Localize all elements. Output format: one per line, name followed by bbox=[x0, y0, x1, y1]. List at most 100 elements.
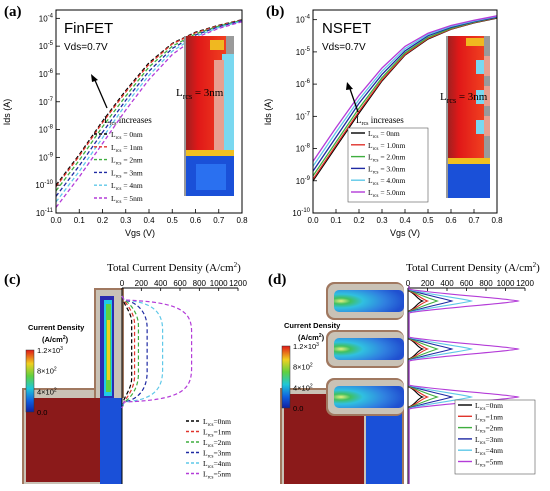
panel-c-colorbar bbox=[25, 349, 35, 413]
panel-c-legend-entry: Lrcs=0nm bbox=[203, 417, 231, 428]
panel-a-series-2 bbox=[55, 19, 243, 192]
panel-c-series-5 bbox=[121, 295, 193, 409]
panel-d-colorbar bbox=[281, 345, 291, 409]
panel-a-xtick-label: 0.4 bbox=[143, 216, 155, 225]
panel-c-xtick-label: 1000 bbox=[210, 279, 228, 288]
panel-c-colorbar-tick: 8×102 bbox=[37, 367, 57, 376]
panel-b-plot-area bbox=[312, 15, 498, 182]
panel-b-xtick-label: 0.0 bbox=[307, 216, 319, 225]
panel-c-legend: Lrcs=0nmLrcs=1nmLrcs=2nmLrcs=3nmLrcs=4nm… bbox=[186, 417, 231, 481]
panel-c-colorbar-tick: 4×102 bbox=[37, 387, 57, 396]
panel-d-colorbar-tick: 1.2×103 bbox=[293, 342, 319, 351]
panel-b-ytick-label: 10-8 bbox=[296, 144, 311, 154]
panel-a-ylabel: Ids (A) bbox=[2, 99, 12, 126]
panel-b-y-ticks: 10-4 10-5 10-6 10-7 10-8 10-9 10-10 bbox=[292, 15, 317, 218]
panel-d-sheet-2 bbox=[326, 330, 404, 368]
panel-c-series-1 bbox=[121, 295, 136, 409]
panel-a-legend-entry: Lrcs = 0nm bbox=[111, 130, 143, 141]
panel-b-legend-entry: Lrcs = 1.0nm bbox=[368, 141, 406, 152]
panel-c-xtick-label: 800 bbox=[193, 279, 207, 288]
panel-a-series-0 bbox=[55, 19, 243, 186]
panel-a-lrcs-annotation: Lrcs = 3nm bbox=[176, 87, 224, 101]
panel-b-ytick-label: 10-10 bbox=[292, 208, 310, 218]
panel-b-x-ticks: 0.0 0.1 0.2 0.3 0.4 0.5 0.6 0.7 0.8 bbox=[307, 209, 503, 225]
panel-a-ytick-label: 10-9 bbox=[39, 152, 54, 162]
panel-b-vds: Vds=0.7V bbox=[322, 42, 366, 53]
panel-c-colorbar-title: Current Density bbox=[28, 323, 85, 332]
panel-b-label: (b) bbox=[266, 4, 284, 20]
panel-a-x-ticks: 0.0 0.1 0.2 0.3 0.4 0.5 0.6 0.7 0.8 bbox=[50, 209, 248, 225]
panel-a-ytick-label: 10-6 bbox=[39, 69, 54, 79]
panel-d-series-2 bbox=[408, 286, 439, 484]
panel-d-xtick-label: 600 bbox=[460, 279, 474, 288]
panel-b-ytick-label: 10-4 bbox=[296, 15, 311, 25]
panel-d-xtick-label: 200 bbox=[421, 279, 435, 288]
panel-a-arrow-label: Lrcs increases bbox=[104, 115, 152, 127]
panel-a-label: (a) bbox=[4, 4, 22, 20]
panel-b-xtick-label: 0.6 bbox=[445, 216, 457, 225]
panel-d-legend: Lrcs=0nmLrcs=1nmLrcs=2nmLrcs=3nmLrcs=4nm… bbox=[454, 399, 536, 475]
panel-b-title: NSFET bbox=[322, 20, 371, 37]
panel-b-legend-box bbox=[347, 127, 429, 203]
panel-c-label: (c) bbox=[4, 272, 21, 288]
panel-c-series-3 bbox=[121, 295, 148, 409]
panel-c-xtick-label: 600 bbox=[173, 279, 187, 288]
panel-c-axis: 0 200 400 600 800 1000 1200 bbox=[120, 279, 247, 484]
panel-d-xtick-label: 1000 bbox=[497, 279, 515, 288]
panel-b-arrow-label: Lrcs increases bbox=[356, 115, 404, 127]
panel-a-xtick-label: 0.6 bbox=[190, 216, 202, 225]
panel-c-xtick-label: 0 bbox=[120, 279, 125, 288]
panel-a-plot-area bbox=[55, 19, 243, 208]
panel-d-axis-title: Total Current Density (A/cm2) bbox=[406, 261, 540, 274]
panel-c-device bbox=[22, 288, 124, 484]
panel-a-ytick-label: 10-4 bbox=[39, 13, 54, 23]
panel-a-xtick-label: 0.5 bbox=[167, 216, 179, 225]
panel-c-legend-entry: Lrcs=2nm bbox=[203, 438, 231, 449]
panel-d-series-3 bbox=[408, 286, 454, 484]
panel-b-series-3 bbox=[312, 16, 498, 172]
panel-d-colorbar-tick: 4×102 bbox=[293, 383, 313, 392]
panel-d-series-0 bbox=[408, 286, 425, 484]
panel-a-xtick-label: 0.8 bbox=[236, 216, 248, 225]
panel-d-colorbar-tick: 0.0 bbox=[293, 404, 303, 413]
panel-c-profiles bbox=[121, 295, 193, 409]
panel-c-colorbar-ticks: 1.2×103 8×102 4×102 0.0 bbox=[37, 346, 63, 417]
panel-a-xtick-label: 0.0 bbox=[50, 216, 62, 225]
panel-b-series-4 bbox=[312, 15, 498, 167]
panel-b-increase-arrow bbox=[348, 85, 359, 113]
panel-d-axis: 0 200 400 600 800 1000 1200 bbox=[406, 279, 534, 484]
panel-a-ytick-label: 10-8 bbox=[39, 125, 54, 135]
panel-d-legend-entry: Lrcs=2nm bbox=[475, 424, 503, 435]
panel-d-device bbox=[280, 282, 404, 484]
panel-a-legend-entry: Lrcs = 4nm bbox=[111, 181, 143, 192]
panel-b-xtick-label: 0.5 bbox=[422, 216, 434, 225]
panel-a-xtick-label: 0.1 bbox=[74, 216, 86, 225]
panel-a-series-5 bbox=[55, 21, 243, 208]
panel-d-legend-entry: Lrcs=1nm bbox=[475, 412, 503, 423]
panel-a-ytick-label: 10-11 bbox=[36, 208, 54, 218]
panel-d-xtick-label: 1200 bbox=[516, 279, 534, 288]
panel-c-xtick-label: 200 bbox=[135, 279, 149, 288]
panel-b-xtick-label: 0.2 bbox=[353, 216, 365, 225]
panel-d-sheet-1 bbox=[326, 282, 404, 320]
panel-b-ytick-label: 10-5 bbox=[296, 47, 311, 57]
panel-c-series-4 bbox=[121, 295, 164, 409]
panel-b-series-5 bbox=[312, 15, 498, 162]
panel-b-legend-entry: Lrcs = 5.0nm bbox=[368, 188, 406, 199]
panel-b-ytick-label: 10-9 bbox=[296, 176, 311, 186]
panel-c-legend-entry: Lrcs=4nm bbox=[203, 459, 231, 470]
panel-a-device-inset bbox=[184, 36, 234, 196]
panel-b-device-inset bbox=[446, 36, 490, 198]
panel-d-colorbar-tick: 8×102 bbox=[293, 363, 313, 372]
panel-a-legend-entry: Lrcs = 2nm bbox=[111, 156, 143, 167]
panel-a-y-ticks: 10-4 10-5 10-6 10-7 10-8 10-9 10-10 10-11 bbox=[35, 13, 60, 218]
panel-a-series-1 bbox=[55, 19, 243, 187]
panel-d-colorbar-unit: (A/cm2) bbox=[298, 333, 325, 342]
panel-a: (a) FinFET Vds=0.7V 10-4 10-5 10-6 10-7 10-8… bbox=[2, 4, 248, 238]
panel-d-legend-entry: Lrcs=4nm bbox=[475, 446, 503, 457]
panel-d-xtick-label: 400 bbox=[440, 279, 454, 288]
panel-a-xtick-label: 0.7 bbox=[213, 216, 225, 225]
